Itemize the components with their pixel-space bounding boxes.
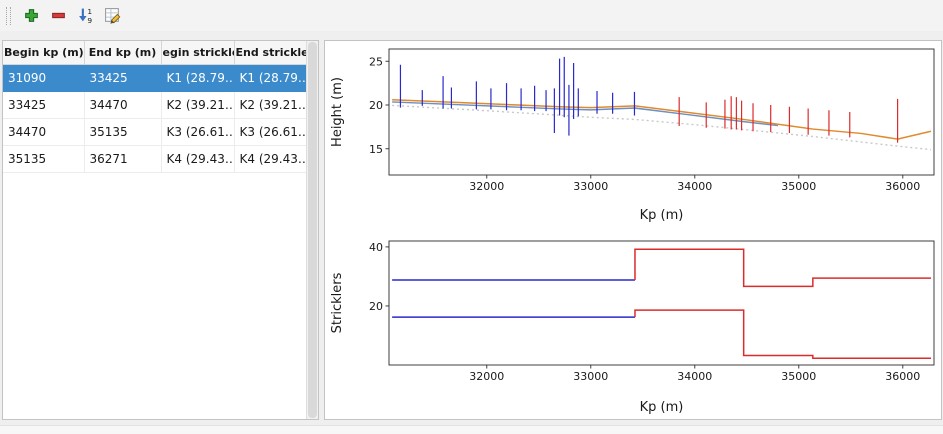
stricklers-chart: 32000 33000 34000 35000 36000 20 40 Kp (m) Stric… (330, 240, 935, 415)
svg-text:20: 20 (369, 99, 383, 112)
column-header[interactable]: Begin kp (m) (3, 41, 85, 65)
remove-button[interactable] (45, 3, 72, 29)
svg-text:1: 1 (87, 7, 92, 16)
edit-table-icon (105, 8, 121, 24)
svg-text:36000: 36000 (885, 180, 920, 193)
strickler-minor-others (634, 248, 931, 288)
table-scrollbar[interactable] (306, 41, 318, 419)
strickler-major-others (634, 309, 931, 359)
svg-text:15: 15 (369, 143, 383, 156)
series (392, 248, 931, 359)
svg-text:35000: 35000 (781, 370, 816, 383)
column-header[interactable]: egin strickle (160, 41, 235, 65)
height-profile-chart: 32000 33000 34000 35000 36000 15 20 25 Kp (m) Hei… (330, 48, 935, 223)
status-bar (0, 425, 943, 434)
table-cell[interactable]: 31090 (3, 64, 85, 92)
table-row[interactable]: 31090 33425 K1 (28.79… K1 (28.79… (3, 64, 306, 92)
svg-text:25: 25 (369, 55, 383, 68)
svg-text:20: 20 (369, 300, 383, 313)
series (392, 56, 932, 151)
table-cell[interactable]: K1 (28.79… (234, 64, 306, 92)
table-cell[interactable]: 33425 (3, 91, 85, 119)
table-row[interactable]: 35135 36271 K4 (29.43… K4 (29.43… (3, 145, 306, 173)
friction-table-grid: Begin kp (m) End kp (m) egin strickle End s… (3, 41, 306, 173)
svg-text:34000: 34000 (677, 370, 712, 383)
toolbar-drag-handle[interactable] (6, 6, 11, 25)
table-cell[interactable]: K2 (39.21… (234, 91, 306, 119)
friction-table: Begin kp (m) End kp (m) egin strickle End s… (3, 41, 306, 419)
table-cell[interactable]: K3 (26.61… (161, 118, 235, 146)
axes: 32000 33000 34000 35000 36000 15 20 25 Kp (m) Hei… (330, 48, 935, 223)
table-row[interactable]: 33425 34470 K2 (39.21… K2 (39.21… (3, 91, 306, 119)
cross-sections-selected (399, 56, 636, 136)
svg-text:34000: 34000 (677, 180, 712, 193)
plus-icon (25, 9, 38, 22)
table-cell[interactable]: K3 (26.61… (234, 118, 306, 146)
svg-text:32000: 32000 (469, 370, 504, 383)
column-header[interactable]: End strickler (233, 41, 306, 65)
edit-button[interactable] (99, 3, 126, 29)
toolbar: 1 9 (0, 0, 943, 31)
svg-text:9: 9 (87, 16, 92, 24)
svg-text:40: 40 (369, 241, 383, 254)
charts-panel: 32000 33000 34000 35000 36000 15 20 25 Kp (m) Hei… (324, 40, 942, 420)
friction-table-panel: Begin kp (m) End kp (m) egin strickle End s… (2, 40, 319, 420)
svg-text:Stricklers: Stricklers (330, 272, 345, 333)
sort-ascending-icon: 1 9 (79, 7, 92, 24)
axes: 32000 33000 34000 35000 36000 20 40 Kp (m) Stric… (330, 240, 935, 415)
bed-line (392, 99, 932, 140)
table-cell[interactable]: 35135 (84, 118, 162, 146)
table-row[interactable]: 34470 35135 K3 (26.61… K3 (26.61… (3, 118, 306, 146)
svg-text:33000: 33000 (573, 180, 608, 193)
table-cell[interactable]: 34470 (84, 91, 162, 119)
svg-text:36000: 36000 (885, 370, 920, 383)
sort-button[interactable]: 1 9 (72, 3, 99, 29)
table-cell[interactable]: K4 (29.43… (234, 145, 306, 173)
table-cell[interactable]: 36271 (84, 145, 162, 173)
svg-text:33000: 33000 (573, 370, 608, 383)
table-cell[interactable]: 34470 (3, 118, 85, 146)
table-cell[interactable]: K4 (29.43… (161, 145, 235, 173)
svg-text:32000: 32000 (469, 180, 504, 193)
svg-text:Height (m): Height (m) (330, 77, 345, 147)
table-cell[interactable]: K2 (39.21… (161, 91, 235, 119)
table-cell[interactable]: 35135 (3, 145, 85, 173)
table-cell[interactable]: K1 (28.79… (161, 64, 235, 92)
svg-text:35000: 35000 (781, 180, 816, 193)
svg-text:Kp (m): Kp (m) (640, 400, 684, 415)
add-button[interactable] (18, 3, 45, 29)
minus-icon (52, 12, 65, 19)
cross-sections-other (678, 96, 899, 143)
table-body: 31090 33425 K1 (28.79… K1 (28.79… 33425 34470… (3, 64, 306, 173)
table-cell[interactable]: 33425 (84, 64, 162, 92)
column-header[interactable]: End kp (m) (83, 41, 162, 65)
table-header-row: Begin kp (m) End kp (m) egin strickle End s… (3, 41, 306, 65)
svg-text:Kp (m): Kp (m) (640, 208, 684, 223)
table-scrollbar-thumb[interactable] (308, 42, 317, 418)
